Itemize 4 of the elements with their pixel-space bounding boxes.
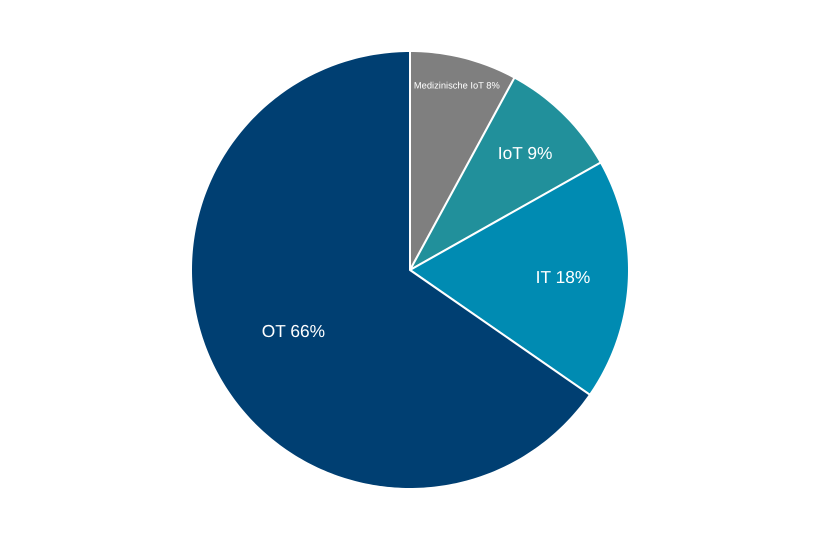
slice-label: OT 66%	[262, 320, 326, 341]
slice-label: IoT 9%	[498, 142, 552, 163]
slice-label: IT 18%	[536, 267, 590, 288]
slice-label: Medizinische IoT 8%	[414, 80, 500, 90]
